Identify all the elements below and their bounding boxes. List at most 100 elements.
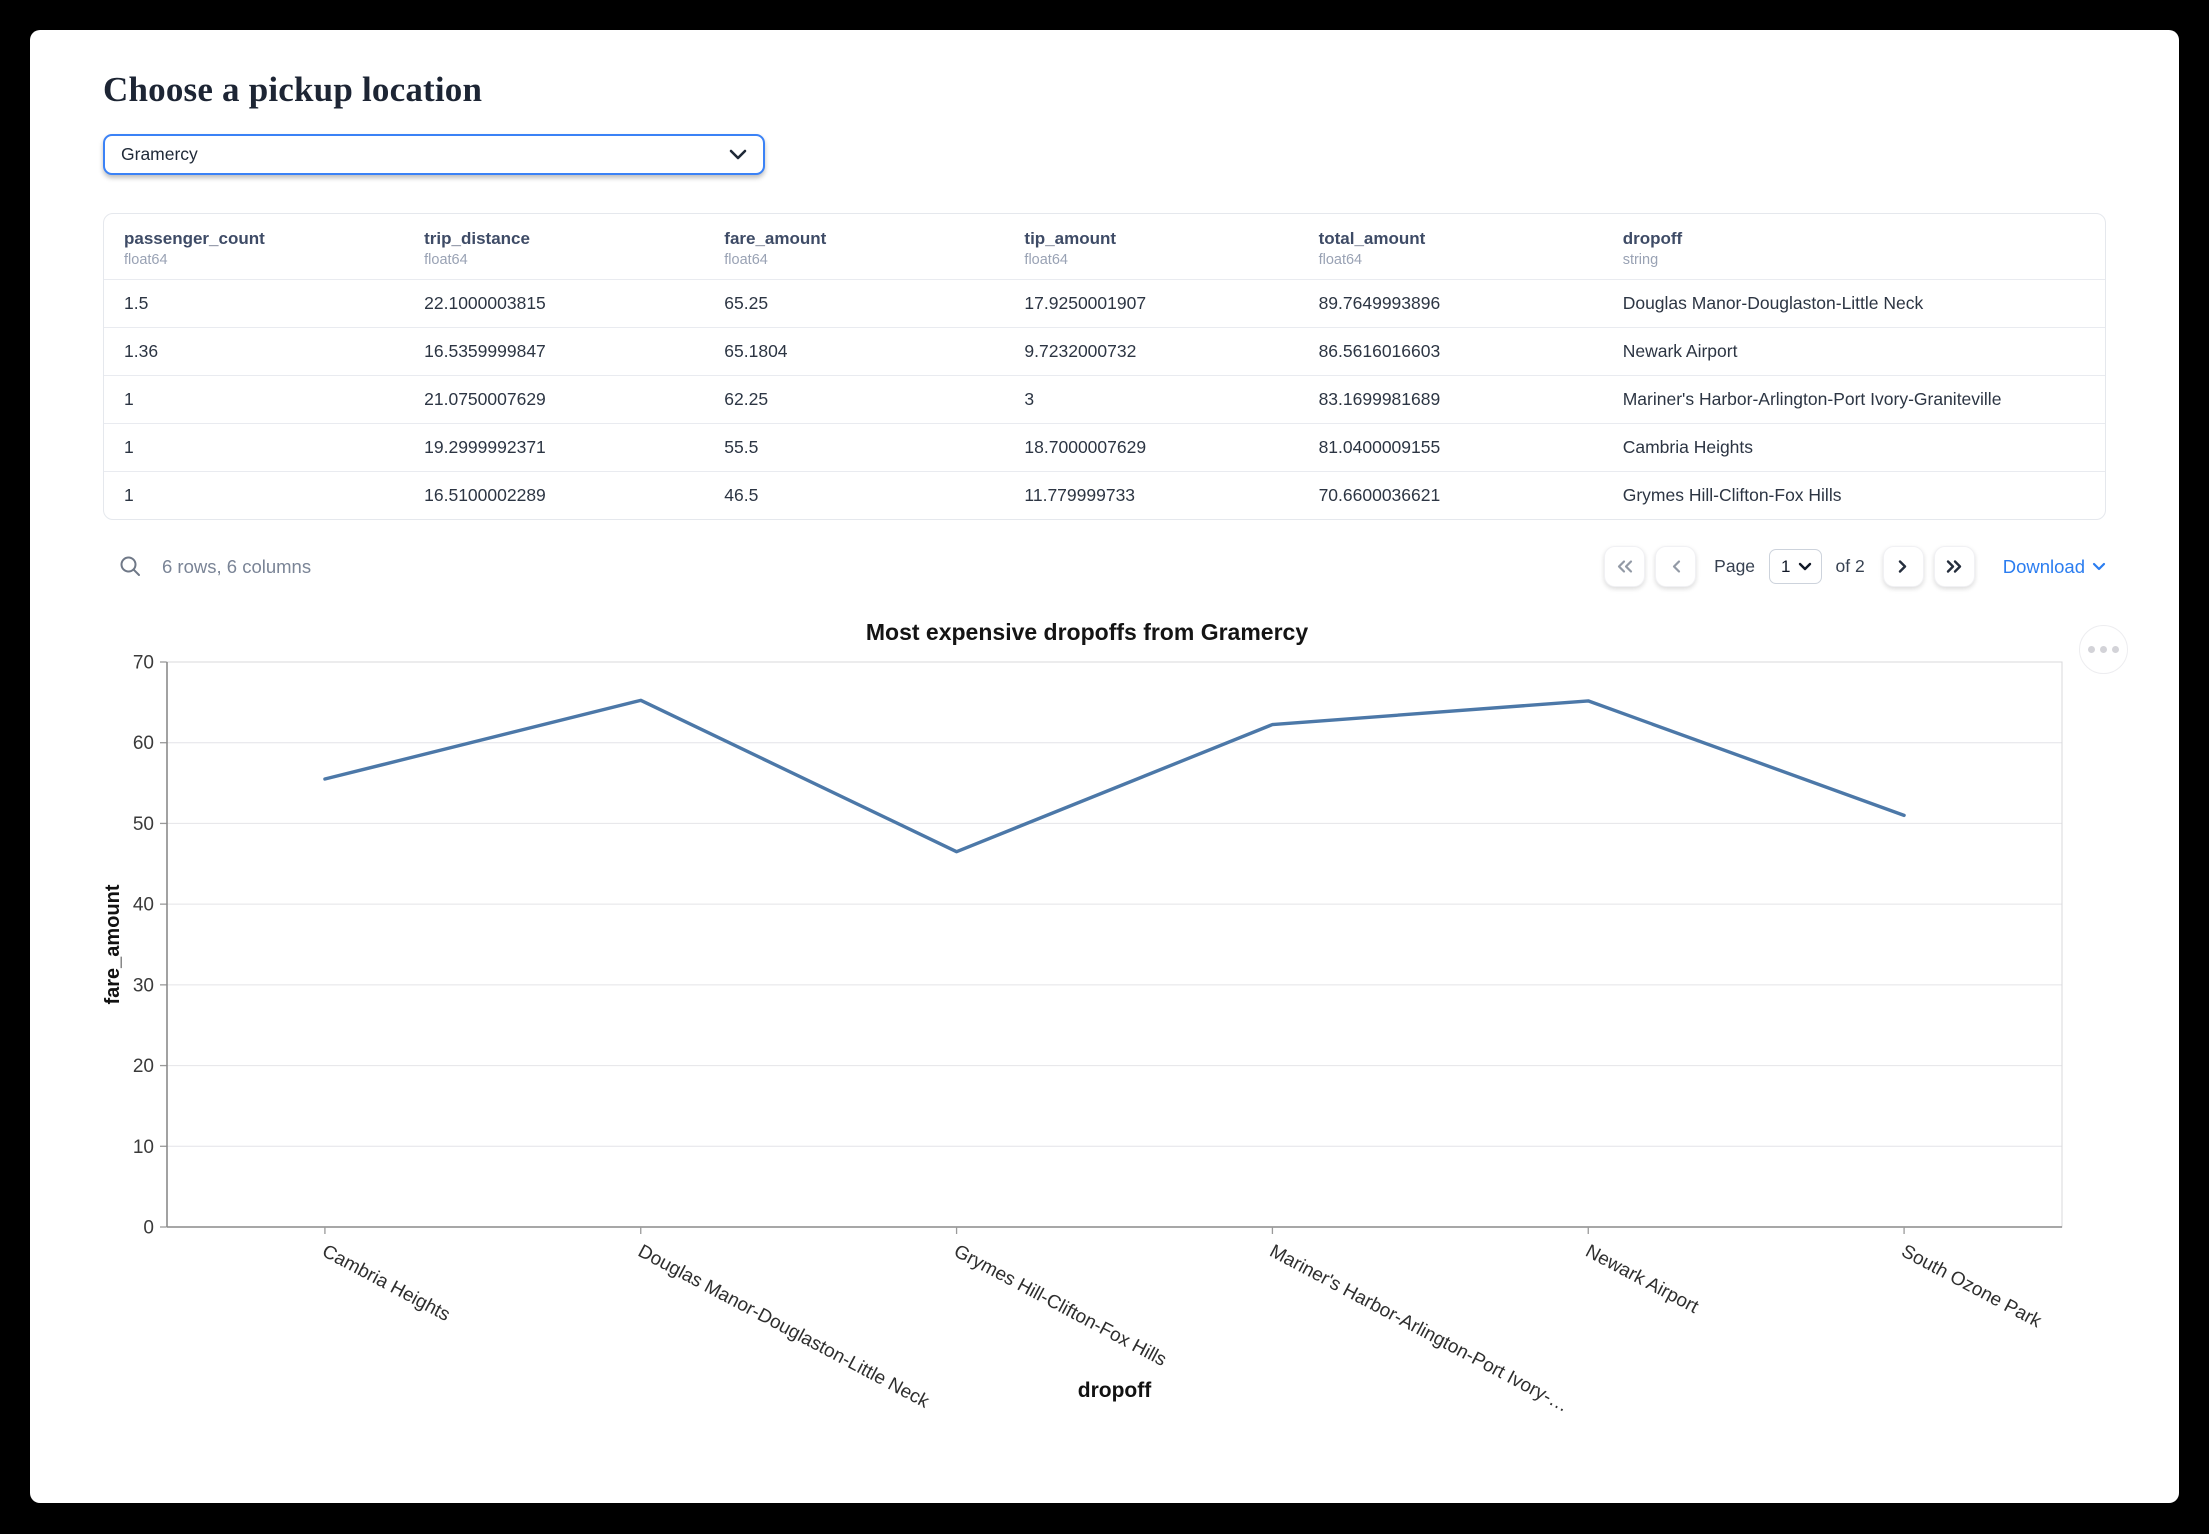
column-header[interactable]: fare_amount float64 — [704, 214, 1004, 280]
table-cell: 19.2999992371 — [404, 423, 705, 472]
download-label: Download — [2002, 555, 2085, 577]
table-row[interactable]: 1 16.5100002289 46.5 11.779999733 70.6600036… — [104, 471, 2105, 519]
double-chevron-left-icon — [1617, 560, 1632, 573]
table-row[interactable]: 1.36 16.5359999847 65.1804 9.7232000732 86.5… — [104, 327, 2105, 376]
y-tick-label: 40 — [133, 895, 154, 916]
column-type: string — [1622, 252, 1659, 268]
column-name: total_amount — [1318, 229, 1426, 248]
page-title: Choose a pickup location — [103, 70, 483, 109]
pickup-location-value: Gramercy — [121, 144, 198, 164]
column-name: trip_distance — [424, 229, 530, 248]
ellipsis-icon — [2112, 646, 2119, 653]
row-count-summary: 6 rows, 6 columns — [162, 555, 312, 577]
first-page-button[interactable] — [1604, 546, 1646, 587]
x-tick-label: South Ozone Park — [1898, 1241, 2045, 1333]
column-header[interactable]: total_amount float64 — [1299, 214, 1603, 280]
data-table: passenger_count float64 trip_distance float… — [104, 214, 2105, 519]
table-cell: 3 — [1004, 375, 1299, 424]
y-tick-label: 20 — [133, 1056, 154, 1077]
table-cell: 83.1699981689 — [1298, 375, 1603, 424]
y-axis-title: fare_amount — [102, 884, 124, 1004]
table-cell: 1.5 — [104, 279, 405, 328]
x-tick-label: Douglas Manor-Douglaston-Little Neck — [634, 1241, 932, 1413]
column-name: dropoff — [1622, 229, 1683, 248]
chart-line — [323, 698, 1906, 854]
y-tick-label: 60 — [133, 733, 154, 754]
table-cell: 17.9250001907 — [1004, 279, 1299, 328]
ellipsis-icon — [2088, 646, 2095, 653]
y-tick-label: 70 — [133, 653, 154, 674]
table-cell: 81.0400009155 — [1298, 423, 1603, 472]
pickup-location-select[interactable]: Gramercy — [103, 134, 765, 175]
table-cell: 86.5616016603 — [1298, 327, 1603, 376]
next-page-button[interactable] — [1882, 546, 1924, 587]
ellipsis-icon — [2100, 646, 2107, 653]
page-label: Page — [1714, 556, 1756, 576]
column-type: float64 — [724, 252, 768, 268]
chevron-right-icon — [1899, 560, 1907, 573]
table-cell: 16.5100002289 — [404, 471, 705, 519]
table-cell: 46.5 — [704, 471, 1005, 519]
column-header[interactable]: dropoff string — [1603, 214, 2105, 280]
table-cell: 9.7232000732 — [1004, 327, 1299, 376]
previous-page-button[interactable] — [1655, 546, 1697, 587]
table-cell: 18.7000007629 — [1004, 423, 1299, 472]
chevron-down-icon — [2092, 562, 2106, 571]
y-tick-label: 50 — [133, 814, 154, 835]
download-button[interactable]: Download — [2003, 556, 2106, 578]
table-cell: 11.779999733 — [1004, 471, 1299, 519]
table-row[interactable]: 1 21.0750007629 62.25 3 83.1699981689 Mariner… — [104, 375, 2105, 424]
y-tick-label: 10 — [133, 1137, 154, 1158]
search-icon[interactable] — [119, 555, 142, 578]
column-header[interactable]: tip_amount float64 — [1004, 214, 1298, 280]
x-tick-label: Mariner's Harbor-Arlington-Port Ivory-… — [1266, 1241, 1572, 1417]
table-cell: 1 — [104, 375, 405, 424]
page-number-select[interactable]: 1 — [1769, 549, 1822, 584]
x-tick-label: Grymes Hill-Clifton-Fox Hills — [950, 1241, 1170, 1371]
table-cell: Douglas Manor-Douglaston-Little Neck — [1602, 279, 2105, 328]
table-cell: 55.5 — [704, 423, 1005, 472]
y-tick-label: 30 — [133, 975, 154, 996]
app-window: Choose a pickup location Gramercy passen… — [30, 30, 2179, 1503]
more-options-button[interactable] — [2079, 625, 2128, 674]
x-tick-label: Cambria Heights — [319, 1241, 454, 1326]
table-cell: 65.25 — [704, 279, 1005, 328]
table-cell: Mariner's Harbor-Arlington-Port Ivory-Gr… — [1602, 375, 2105, 424]
table-cell: Newark Airport — [1602, 327, 2105, 376]
table-footer: 6 rows, 6 columns Page 1 of 2 — [103, 546, 2106, 587]
fare-line-chart: 0 10 20 30 40 50 60 70 Cambria Heights Douglas Ma… — [102, 653, 2063, 1417]
table-cell: 1 — [104, 471, 405, 519]
column-name: tip_amount — [1024, 229, 1117, 248]
table-cell: 65.1804 — [704, 327, 1005, 376]
table-cell: Cambria Heights — [1602, 423, 2105, 472]
column-header[interactable]: trip_distance float64 — [404, 214, 704, 280]
data-table-card: passenger_count float64 trip_distance float… — [103, 213, 2106, 520]
column-type: float64 — [1318, 252, 1363, 268]
column-name: fare_amount — [724, 229, 827, 248]
table-cell: 89.7649993896 — [1298, 279, 1603, 328]
table-cell: 21.0750007629 — [404, 375, 705, 424]
column-name: passenger_count — [124, 229, 265, 248]
chevron-down-icon — [729, 149, 747, 160]
chevron-left-icon — [1672, 560, 1680, 573]
x-tick-label: Newark Airport — [1582, 1241, 1703, 1318]
page-total: of 2 — [1835, 556, 1865, 576]
table-row[interactable]: 1.5 22.1000003815 65.25 17.9250001907 89.764… — [104, 279, 2105, 328]
double-chevron-right-icon — [1947, 560, 1962, 573]
chart-title: Most expensive dropoffs from Gramercy — [865, 619, 1309, 645]
table-row[interactable]: 1 19.2999992371 55.5 18.7000007629 81.040000… — [104, 423, 2105, 472]
table-cell: 22.1000003815 — [404, 279, 705, 328]
last-page-button[interactable] — [1933, 546, 1975, 587]
table-header-row: passenger_count float64 trip_distance float… — [104, 214, 2105, 280]
table-cell: 62.25 — [704, 375, 1005, 424]
table-cell: 16.5359999847 — [404, 327, 705, 376]
column-type: float64 — [1024, 252, 1068, 268]
table-cell: 1.36 — [104, 327, 405, 376]
column-header[interactable]: passenger_count float64 — [104, 214, 404, 280]
table-cell: 1 — [104, 423, 405, 472]
table-body: 1.5 22.1000003815 65.25 17.9250001907 89.764… — [104, 279, 2105, 519]
page-number-value: 1 — [1781, 556, 1791, 576]
x-axis-title: dropoff — [1078, 1379, 1152, 1402]
column-type: float64 — [424, 252, 468, 268]
chart-section: Most expensive dropoffs from Gramercy 0 1… — [30, 617, 2179, 1447]
